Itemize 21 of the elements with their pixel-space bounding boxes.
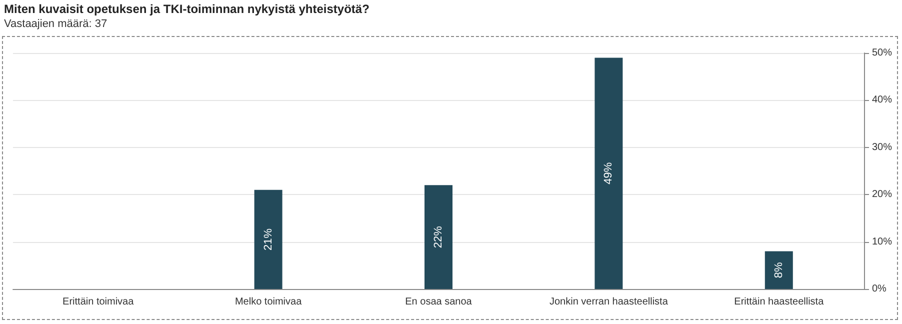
x-tick-label: Erittäin toimivaa	[62, 296, 134, 308]
bar	[764, 251, 793, 289]
chart-title: Miten kuvaisit opetuksen ja TKI-toiminnan nykyistä yhteistyötä?	[4, 2, 370, 16]
y-tick-label: 0%	[872, 284, 887, 294]
x-tick-label: Erittäin haasteellista	[734, 296, 824, 308]
x-tick-label: En osaa sanoa	[405, 296, 472, 308]
y-tick-label: 30%	[872, 142, 892, 153]
chart-subtitle: Vastaajien määrä: 37	[4, 18, 108, 30]
bar	[594, 58, 623, 289]
y-tick-label: 10%	[872, 236, 892, 248]
y-tick-label: 20%	[872, 189, 892, 200]
data-label: 21%	[262, 228, 274, 250]
x-tick-label: Melko toimivaa	[234, 296, 302, 308]
bar	[424, 185, 452, 289]
data-label: 49%	[602, 162, 615, 184]
data-label: 8%	[772, 262, 785, 278]
bar	[254, 190, 282, 289]
y-tick-label: 50%	[872, 48, 892, 58]
data-label: 22%	[432, 226, 444, 248]
y-tick-label: 40%	[872, 94, 892, 106]
x-tick-label: Jonkin verran haasteellista	[549, 296, 668, 308]
